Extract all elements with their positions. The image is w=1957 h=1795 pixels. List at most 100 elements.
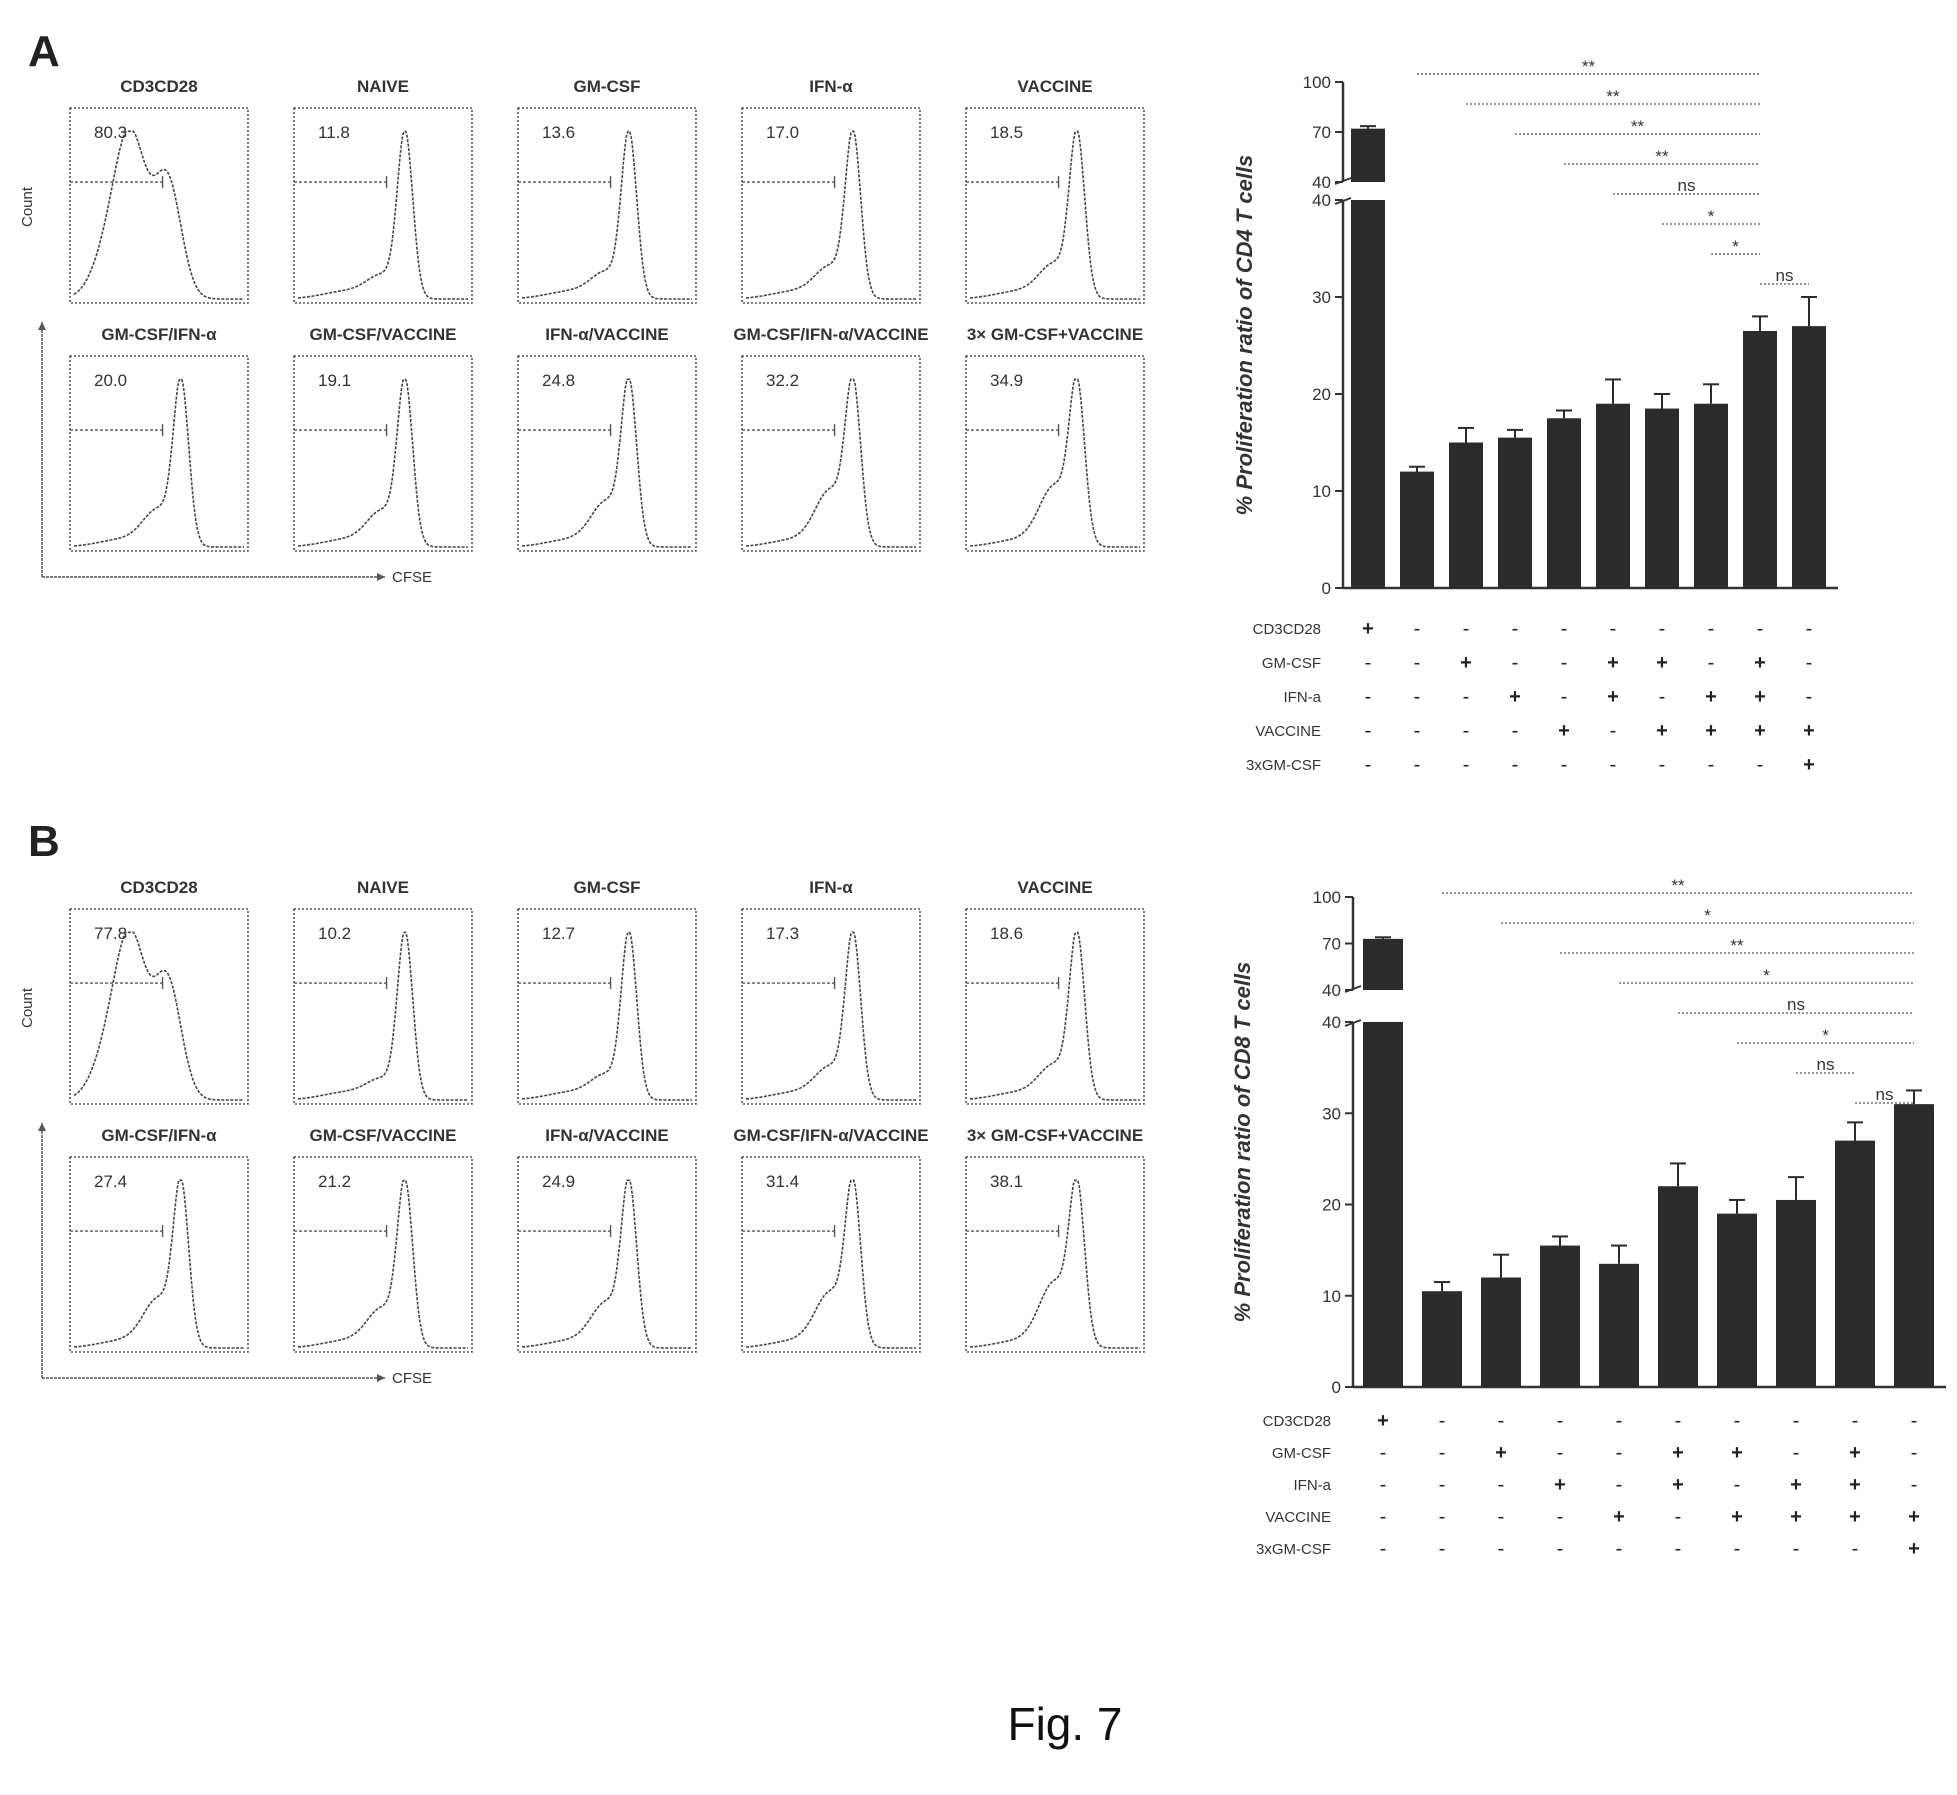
y-tick-label: 100 xyxy=(1303,73,1331,92)
treatment-mark: - xyxy=(1439,1474,1446,1496)
panel-letter-a: A xyxy=(28,27,60,76)
treatment-mark: - xyxy=(1852,1538,1859,1560)
treatment-mark: - xyxy=(1439,1506,1446,1528)
histogram-panel: NAIVE 11.8 xyxy=(293,77,473,304)
treatment-mark: - xyxy=(1463,754,1470,776)
histogram-frame xyxy=(293,1156,473,1353)
treatment-mark: - xyxy=(1757,618,1764,640)
count-label: Count xyxy=(19,987,36,1028)
treatment-mark: - xyxy=(1659,618,1666,640)
treatment-mark: - xyxy=(1380,1538,1387,1560)
bar xyxy=(1422,1291,1462,1387)
treatment-mark: + xyxy=(1607,652,1619,674)
y-tick-label: 30 xyxy=(1312,288,1331,307)
treatment-mark: - xyxy=(1512,652,1519,674)
histogram-percentage: 21.2 xyxy=(318,1172,351,1191)
bar xyxy=(1540,1245,1580,1387)
treatment-mark: - xyxy=(1610,754,1617,776)
histogram-frame xyxy=(517,1156,697,1353)
treatment-mark: - xyxy=(1561,754,1568,776)
treatment-mark: - xyxy=(1708,754,1715,776)
treatment-mark: + xyxy=(1554,1474,1566,1496)
treatment-mark: - xyxy=(1561,618,1568,640)
histogram-title: GM-CSF/IFN-α xyxy=(101,1126,217,1145)
treatment-mark: - xyxy=(1414,754,1421,776)
histogram-percentage: 19.1 xyxy=(318,371,351,390)
y-tick-label: 20 xyxy=(1322,1196,1341,1215)
histogram-percentage: 17.3 xyxy=(766,924,799,943)
histogram-curve xyxy=(297,1179,468,1349)
count-arrow xyxy=(38,1123,46,1131)
treatment-mark: - xyxy=(1734,1474,1741,1496)
y-tick-label: 70 xyxy=(1312,123,1331,142)
treatment-mark: + xyxy=(1849,1442,1861,1464)
histogram-frame xyxy=(965,908,1145,1105)
y-tick-label: 40 xyxy=(1312,173,1331,192)
histogram-title: VACCINE xyxy=(1017,77,1092,96)
histogram-curve xyxy=(745,1179,916,1349)
histogram-frame xyxy=(965,1156,1145,1353)
histogram-percentage: 12.7 xyxy=(542,924,575,943)
histogram-frame xyxy=(293,107,473,304)
treatment-mark: - xyxy=(1365,720,1372,742)
bar xyxy=(1351,200,1385,588)
treatment-mark: + xyxy=(1495,1442,1507,1464)
treatment-mark: - xyxy=(1806,618,1813,640)
histogram-title: CD3CD28 xyxy=(120,878,197,897)
treatment-mark: + xyxy=(1803,754,1815,776)
treatment-label: 3xGM-CSF xyxy=(1246,757,1321,774)
treatment-mark: + xyxy=(1656,720,1668,742)
histogram-title: GM-CSF/IFN-α xyxy=(101,325,217,344)
treatment-mark: - xyxy=(1498,1506,1505,1528)
significance-label: * xyxy=(1763,966,1770,985)
treatment-mark: + xyxy=(1362,618,1374,640)
histogram-curve xyxy=(969,130,1140,300)
histogram-frame xyxy=(741,1156,921,1353)
treatment-label: GM-CSF xyxy=(1272,1445,1331,1462)
bar xyxy=(1599,1263,1639,1387)
treatment-mark: - xyxy=(1793,1410,1800,1432)
treatment-mark: - xyxy=(1675,1538,1682,1560)
treatment-mark: + xyxy=(1656,652,1668,674)
treatment-mark: - xyxy=(1852,1410,1859,1432)
histogram-panel: GM-CSF/IFN-α 20.0 xyxy=(69,325,249,552)
histogram-percentage: 80.3 xyxy=(94,123,127,142)
treatment-mark: - xyxy=(1557,1410,1564,1432)
histogram-title: VACCINE xyxy=(1017,878,1092,897)
bar xyxy=(1658,1186,1698,1387)
panel-a-histograms: CD3CD28 80.3 NAIVE 11.8 GM-CSF 13.6 IFN-α 17.0 V… xyxy=(19,77,1145,586)
figure-caption: Fig. 7 xyxy=(1007,1698,1122,1750)
treatment-mark: - xyxy=(1610,618,1617,640)
y-tick-label: 10 xyxy=(1312,482,1331,501)
histogram-panel: GM-CSF/IFN-α 27.4 xyxy=(69,1126,249,1353)
histogram-percentage: 34.9 xyxy=(990,371,1023,390)
treatment-mark: - xyxy=(1675,1506,1682,1528)
treatment-label: CD3CD28 xyxy=(1253,621,1321,638)
histogram-frame xyxy=(741,355,921,552)
histogram-percentage: 31.4 xyxy=(766,1172,799,1191)
treatment-mark: + xyxy=(1908,1506,1920,1528)
histogram-title: GM-CSF/VACCINE xyxy=(309,325,456,344)
histogram-percentage: 10.2 xyxy=(318,924,351,943)
treatment-label: GM-CSF xyxy=(1262,655,1321,672)
treatment-mark: - xyxy=(1675,1410,1682,1432)
histogram-title: IFN-α xyxy=(809,878,853,897)
histogram-curve xyxy=(521,931,692,1101)
treatment-mark: - xyxy=(1806,686,1813,708)
treatment-mark: + xyxy=(1790,1506,1802,1528)
histogram-curve xyxy=(73,130,244,300)
bar xyxy=(1694,403,1728,588)
bar xyxy=(1835,1140,1875,1387)
treatment-mark: - xyxy=(1708,652,1715,674)
treatment-mark: - xyxy=(1512,618,1519,640)
histogram-frame xyxy=(965,107,1145,304)
treatment-mark: - xyxy=(1610,720,1617,742)
treatment-mark: - xyxy=(1616,1538,1623,1560)
treatment-mark: + xyxy=(1790,1474,1802,1496)
treatment-mark: - xyxy=(1557,1442,1564,1464)
treatment-mark: - xyxy=(1463,618,1470,640)
bar xyxy=(1449,442,1483,588)
histogram-percentage: 18.6 xyxy=(990,924,1023,943)
treatment-mark: - xyxy=(1439,1538,1446,1560)
